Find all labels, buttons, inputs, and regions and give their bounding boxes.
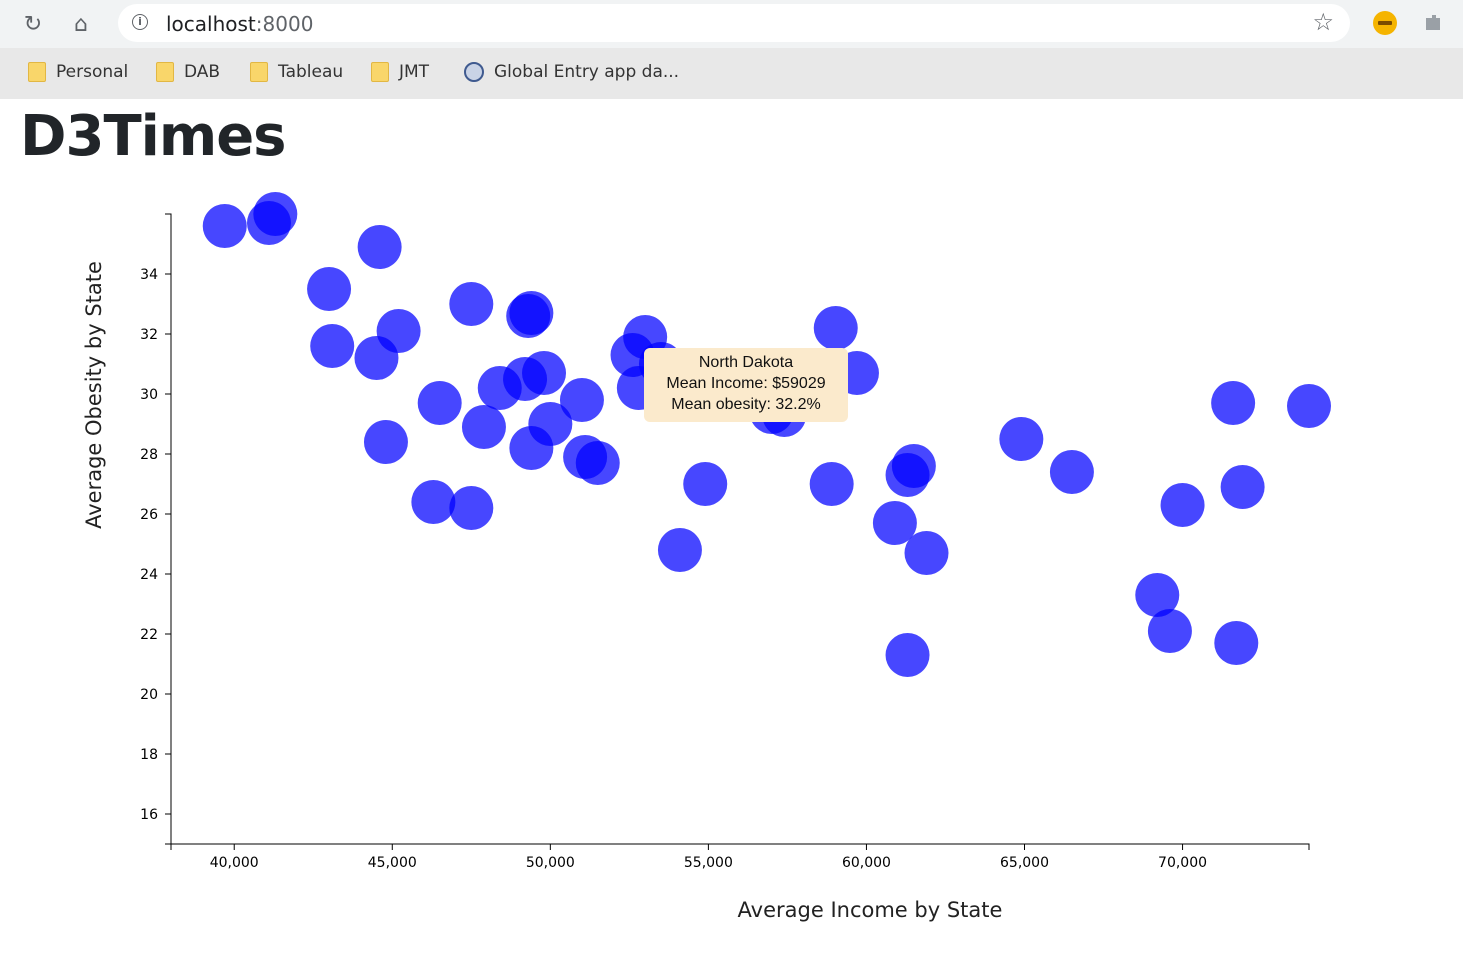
data-point[interactable]	[509, 291, 554, 335]
data-point[interactable]	[1049, 450, 1094, 494]
data-point[interactable]	[999, 417, 1044, 461]
data-point[interactable]	[1160, 483, 1205, 527]
data-point[interactable]	[449, 486, 494, 530]
bookmark-label: Global Entry app da...	[494, 62, 680, 82]
tooltip-state: North Dakota	[698, 354, 794, 371]
data-point[interactable]	[1135, 573, 1180, 617]
x-tick-label: 65,000	[1000, 855, 1049, 871]
folder-icon	[371, 62, 389, 82]
data-point[interactable]	[575, 441, 620, 485]
bookmark-tableau[interactable]: Tableau	[250, 60, 343, 84]
x-tick-label: 60,000	[842, 855, 891, 871]
address-bar[interactable]: i localhost:8000 ☆	[118, 4, 1350, 42]
y-tick-label: 34	[140, 267, 158, 283]
x-axis: 40,000 45,000 50,000 55,000 60,000 65,000 70,0…	[170, 843, 1310, 871]
y-axis: 16 18 20 22 24 26 28 30 32 34	[140, 213, 172, 845]
url-port: :8000	[255, 12, 314, 36]
data-point[interactable]	[310, 324, 355, 368]
y-tick-label: 20	[140, 687, 158, 703]
data-point[interactable]	[363, 420, 408, 464]
y-tick-label: 18	[140, 747, 158, 763]
y-tick-label: 26	[140, 507, 158, 523]
info-icon[interactable]: i	[132, 14, 148, 30]
bookmark-label: JMT	[399, 62, 430, 82]
data-point[interactable]	[253, 192, 298, 236]
data-point[interactable]	[461, 405, 506, 449]
bookmark-personal[interactable]: Personal	[28, 60, 128, 84]
y-tick-label: 32	[140, 327, 158, 343]
x-tick-label: 40,000	[210, 855, 259, 871]
home-icon[interactable]: ⌂	[74, 11, 88, 37]
data-point[interactable]	[683, 462, 728, 506]
point-tooltip: North Dakota Mean Income: $59029 Mean ob…	[644, 348, 848, 422]
y-axis-label: Average Obesity by State	[82, 261, 106, 529]
data-point[interactable]	[1287, 384, 1331, 428]
data-point[interactable]	[559, 378, 604, 422]
browser-toolbar: ↻ ⌂ i localhost:8000 ☆	[0, 0, 1463, 48]
url-text[interactable]: localhost:8000	[166, 12, 313, 36]
bookmark-label: DAB	[184, 62, 221, 82]
x-axis-label: Average Income by State	[738, 898, 1003, 922]
data-point[interactable]	[307, 267, 352, 311]
tooltip-obesity: Mean obesity: 32.2%	[671, 396, 821, 413]
x-tick-label: 70,000	[1158, 855, 1207, 871]
bookmark-dab[interactable]: DAB	[156, 60, 220, 84]
page-title: D3Times	[20, 104, 287, 169]
data-point[interactable]	[1211, 381, 1256, 425]
folder-icon	[28, 62, 46, 82]
data-point[interactable]	[1220, 465, 1265, 509]
x-axis-line	[170, 843, 1310, 850]
data-point[interactable]	[885, 633, 930, 677]
data-point[interactable]	[809, 462, 854, 506]
data-point[interactable]	[509, 426, 554, 470]
extension-puzzle-icon[interactable]	[1420, 10, 1446, 36]
bookmark-jmt[interactable]: JMT	[371, 60, 429, 84]
bookmark-global-entry[interactable]: Global Entry app da...	[464, 60, 679, 84]
data-point[interactable]	[1214, 621, 1259, 665]
bookmark-label: Tableau	[278, 62, 344, 82]
data-point[interactable]	[449, 282, 494, 326]
data-point[interactable]	[904, 531, 949, 575]
x-tick-label: 50,000	[526, 855, 575, 871]
data-point[interactable]	[1147, 609, 1192, 653]
y-tick-label: 28	[140, 447, 158, 463]
dhs-seal-icon	[464, 62, 484, 82]
reload-icon[interactable]: ↻	[23, 11, 43, 37]
y-tick-label: 16	[140, 807, 158, 823]
bookmark-star-icon[interactable]: ☆	[1312, 8, 1334, 36]
y-tick-label: 24	[140, 567, 158, 583]
y-tick-label: 22	[140, 627, 158, 643]
tooltip-income: Mean Income: $59029	[666, 375, 826, 392]
data-point[interactable]	[376, 309, 421, 353]
folder-icon	[250, 62, 268, 82]
key-extension-icon[interactable]	[1372, 10, 1398, 36]
data-point[interactable]	[417, 381, 462, 425]
data-point[interactable]	[522, 351, 567, 395]
data-point[interactable]	[411, 480, 456, 524]
data-point[interactable]	[202, 204, 247, 248]
data-point[interactable]	[657, 528, 702, 572]
x-tick-label: 55,000	[684, 855, 733, 871]
data-point[interactable]	[357, 225, 402, 269]
x-tick-label: 45,000	[368, 855, 417, 871]
y-tick-label: 30	[140, 387, 158, 403]
bookmark-label: Personal	[56, 62, 129, 82]
data-point[interactable]	[872, 501, 917, 545]
points-layer	[202, 192, 1331, 677]
data-point[interactable]	[813, 306, 858, 350]
folder-icon	[156, 62, 174, 82]
y-axis-line	[165, 213, 172, 845]
data-point[interactable]	[885, 453, 930, 497]
url-host: localhost	[166, 12, 256, 36]
bookmarks-bar: Personal DAB Tableau JMT Global Entry ap…	[0, 48, 1463, 99]
